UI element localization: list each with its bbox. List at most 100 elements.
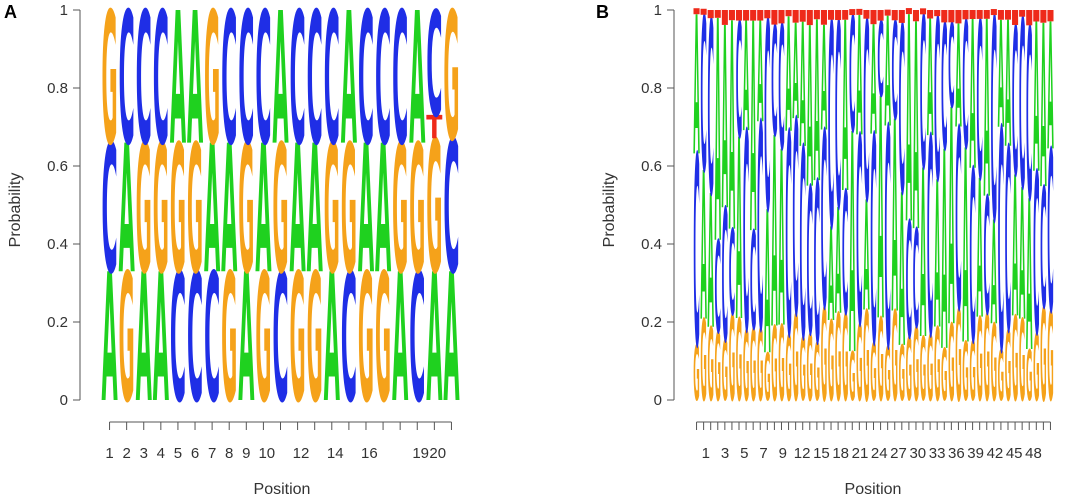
logo-letter-T (870, 10, 877, 25)
logo-letter-G: G (119, 236, 135, 443)
logo-letter-G: G (842, 290, 848, 428)
logo-letter-T (771, 10, 778, 25)
logo-letter-T (990, 9, 997, 16)
logo-letter-G: G (969, 325, 975, 419)
logo-letter-C: C (899, 0, 906, 247)
x-tick-label: 30 (909, 445, 926, 462)
logo-letter-G: G (927, 318, 933, 422)
logo-letter-T (693, 8, 700, 15)
logo-letter-T (905, 8, 912, 15)
logo-letter-A: A (948, 48, 955, 394)
logo-letter-T (934, 10, 941, 17)
logo-letter-T (962, 10, 969, 20)
logo-letter-C: C (828, 0, 835, 294)
logo-letter-A: A (891, 66, 898, 373)
x-tick-label: 4 (157, 445, 165, 462)
y-tick-label: 0 (60, 392, 68, 409)
logo-letter-G: G (891, 286, 897, 430)
x-tick-label: 48 (1025, 445, 1042, 462)
logo-letter-C: C (170, 236, 186, 442)
y-tick-label: 0.2 (641, 314, 662, 331)
x-tick-label: 36 (948, 445, 965, 462)
logo-letter-A: A (1005, 0, 1012, 187)
logo-letter-C: C (255, 0, 271, 186)
logo-letter-T (778, 10, 785, 24)
logo-letter-T (849, 9, 856, 16)
logo-letter-C: C (1033, 128, 1040, 387)
logo-letter-T (969, 10, 976, 20)
logo-letter-C: C (693, 102, 700, 407)
logo-letter-T: T (426, 109, 443, 147)
logo-letter-T (799, 10, 806, 22)
logo-letter-T (1012, 10, 1019, 25)
logo-letter-C: C (700, 0, 707, 221)
y-axis-title-a: Probability (7, 173, 24, 248)
logo-letter-C: C (863, 0, 870, 259)
x-tick-label: 18 (832, 445, 849, 462)
logo-letter-A: A (443, 236, 459, 442)
logo-letter-T (912, 10, 920, 22)
logo-letter-T (898, 10, 905, 23)
logo-letter-A: A (807, 0, 814, 238)
logo-letter-A: A (272, 0, 288, 186)
x-tick-label: 7 (759, 445, 767, 462)
logo-letter-T (1047, 10, 1054, 22)
logo-letter-G: G (920, 318, 926, 421)
logo-letter-G: G (948, 303, 954, 426)
logo-letter-G: G (814, 328, 820, 419)
logo-letter-A: A (757, 0, 764, 155)
y-tick-label: 1 (654, 2, 662, 19)
logo-letter-C: C (743, 75, 750, 394)
logo-letter-A: A (884, 0, 891, 162)
logo-letter-A: A (409, 0, 425, 186)
logo-letter-G: G (722, 324, 728, 420)
logo-letter-G: G (187, 107, 203, 314)
logo-letter-T (835, 10, 842, 21)
logo-letter-G: G (884, 332, 890, 418)
logo-letter-C: C (136, 0, 152, 186)
logo-letter-C: C (750, 203, 757, 361)
logo-letter-C: C (941, 0, 948, 190)
logo-letter-C: C (272, 236, 288, 442)
logo-letter-C: C (204, 236, 220, 442)
logo-letter-C: C (821, 81, 828, 365)
logo-letter-T (891, 10, 898, 21)
logo-letter-T (750, 10, 757, 21)
logo-letter-C: C (1005, 97, 1012, 391)
x-tick-label: 1 (105, 445, 113, 462)
logo-letter-C: C (891, 0, 898, 151)
x-tick-label: 8 (225, 445, 233, 462)
x-tick-label: 16 (361, 445, 378, 462)
logo-letter-A: A (842, 0, 849, 245)
logo-letter-G: G (764, 340, 770, 416)
logo-letter-G: G (221, 236, 237, 443)
x-tick-label: 33 (929, 445, 946, 462)
logo-letter-A: A (102, 236, 118, 442)
x-tick-label: 24 (871, 445, 888, 462)
logo-letter-A: A (927, 0, 934, 173)
logo-letter-G: G (693, 330, 699, 419)
logo-letter-T (1033, 10, 1040, 22)
logo-letter-C: C (119, 0, 135, 186)
logo-letter-C: C (976, 0, 983, 230)
y-axis-title-b: Probability (601, 173, 618, 248)
logo-letter-A: A (962, 96, 969, 406)
logo-letter-G: G (238, 107, 254, 314)
logo-letter-C: C (707, 0, 714, 251)
x-tick-label: 21 (852, 445, 869, 462)
logo-letter-G: G (941, 335, 947, 418)
logo-letter-A: A (913, 0, 920, 296)
logo-letter-A: A (1047, 0, 1054, 191)
logo-letter-A: A (221, 107, 237, 313)
x-tick-label: 12 (794, 445, 811, 462)
logo-letter-A: A (955, 0, 962, 160)
logo-letter-T (983, 10, 990, 19)
logo-letter-A: A (729, 0, 736, 297)
logo-letter-A: A (1040, 0, 1047, 240)
logo-letter-G: G (375, 236, 391, 443)
x-tick-label: 12 (293, 445, 310, 462)
logo-letter-T (927, 10, 934, 19)
logo-letter-C: C (906, 189, 913, 375)
logo-letter-G: G (757, 311, 763, 424)
logo-letter-C: C (962, 0, 969, 190)
